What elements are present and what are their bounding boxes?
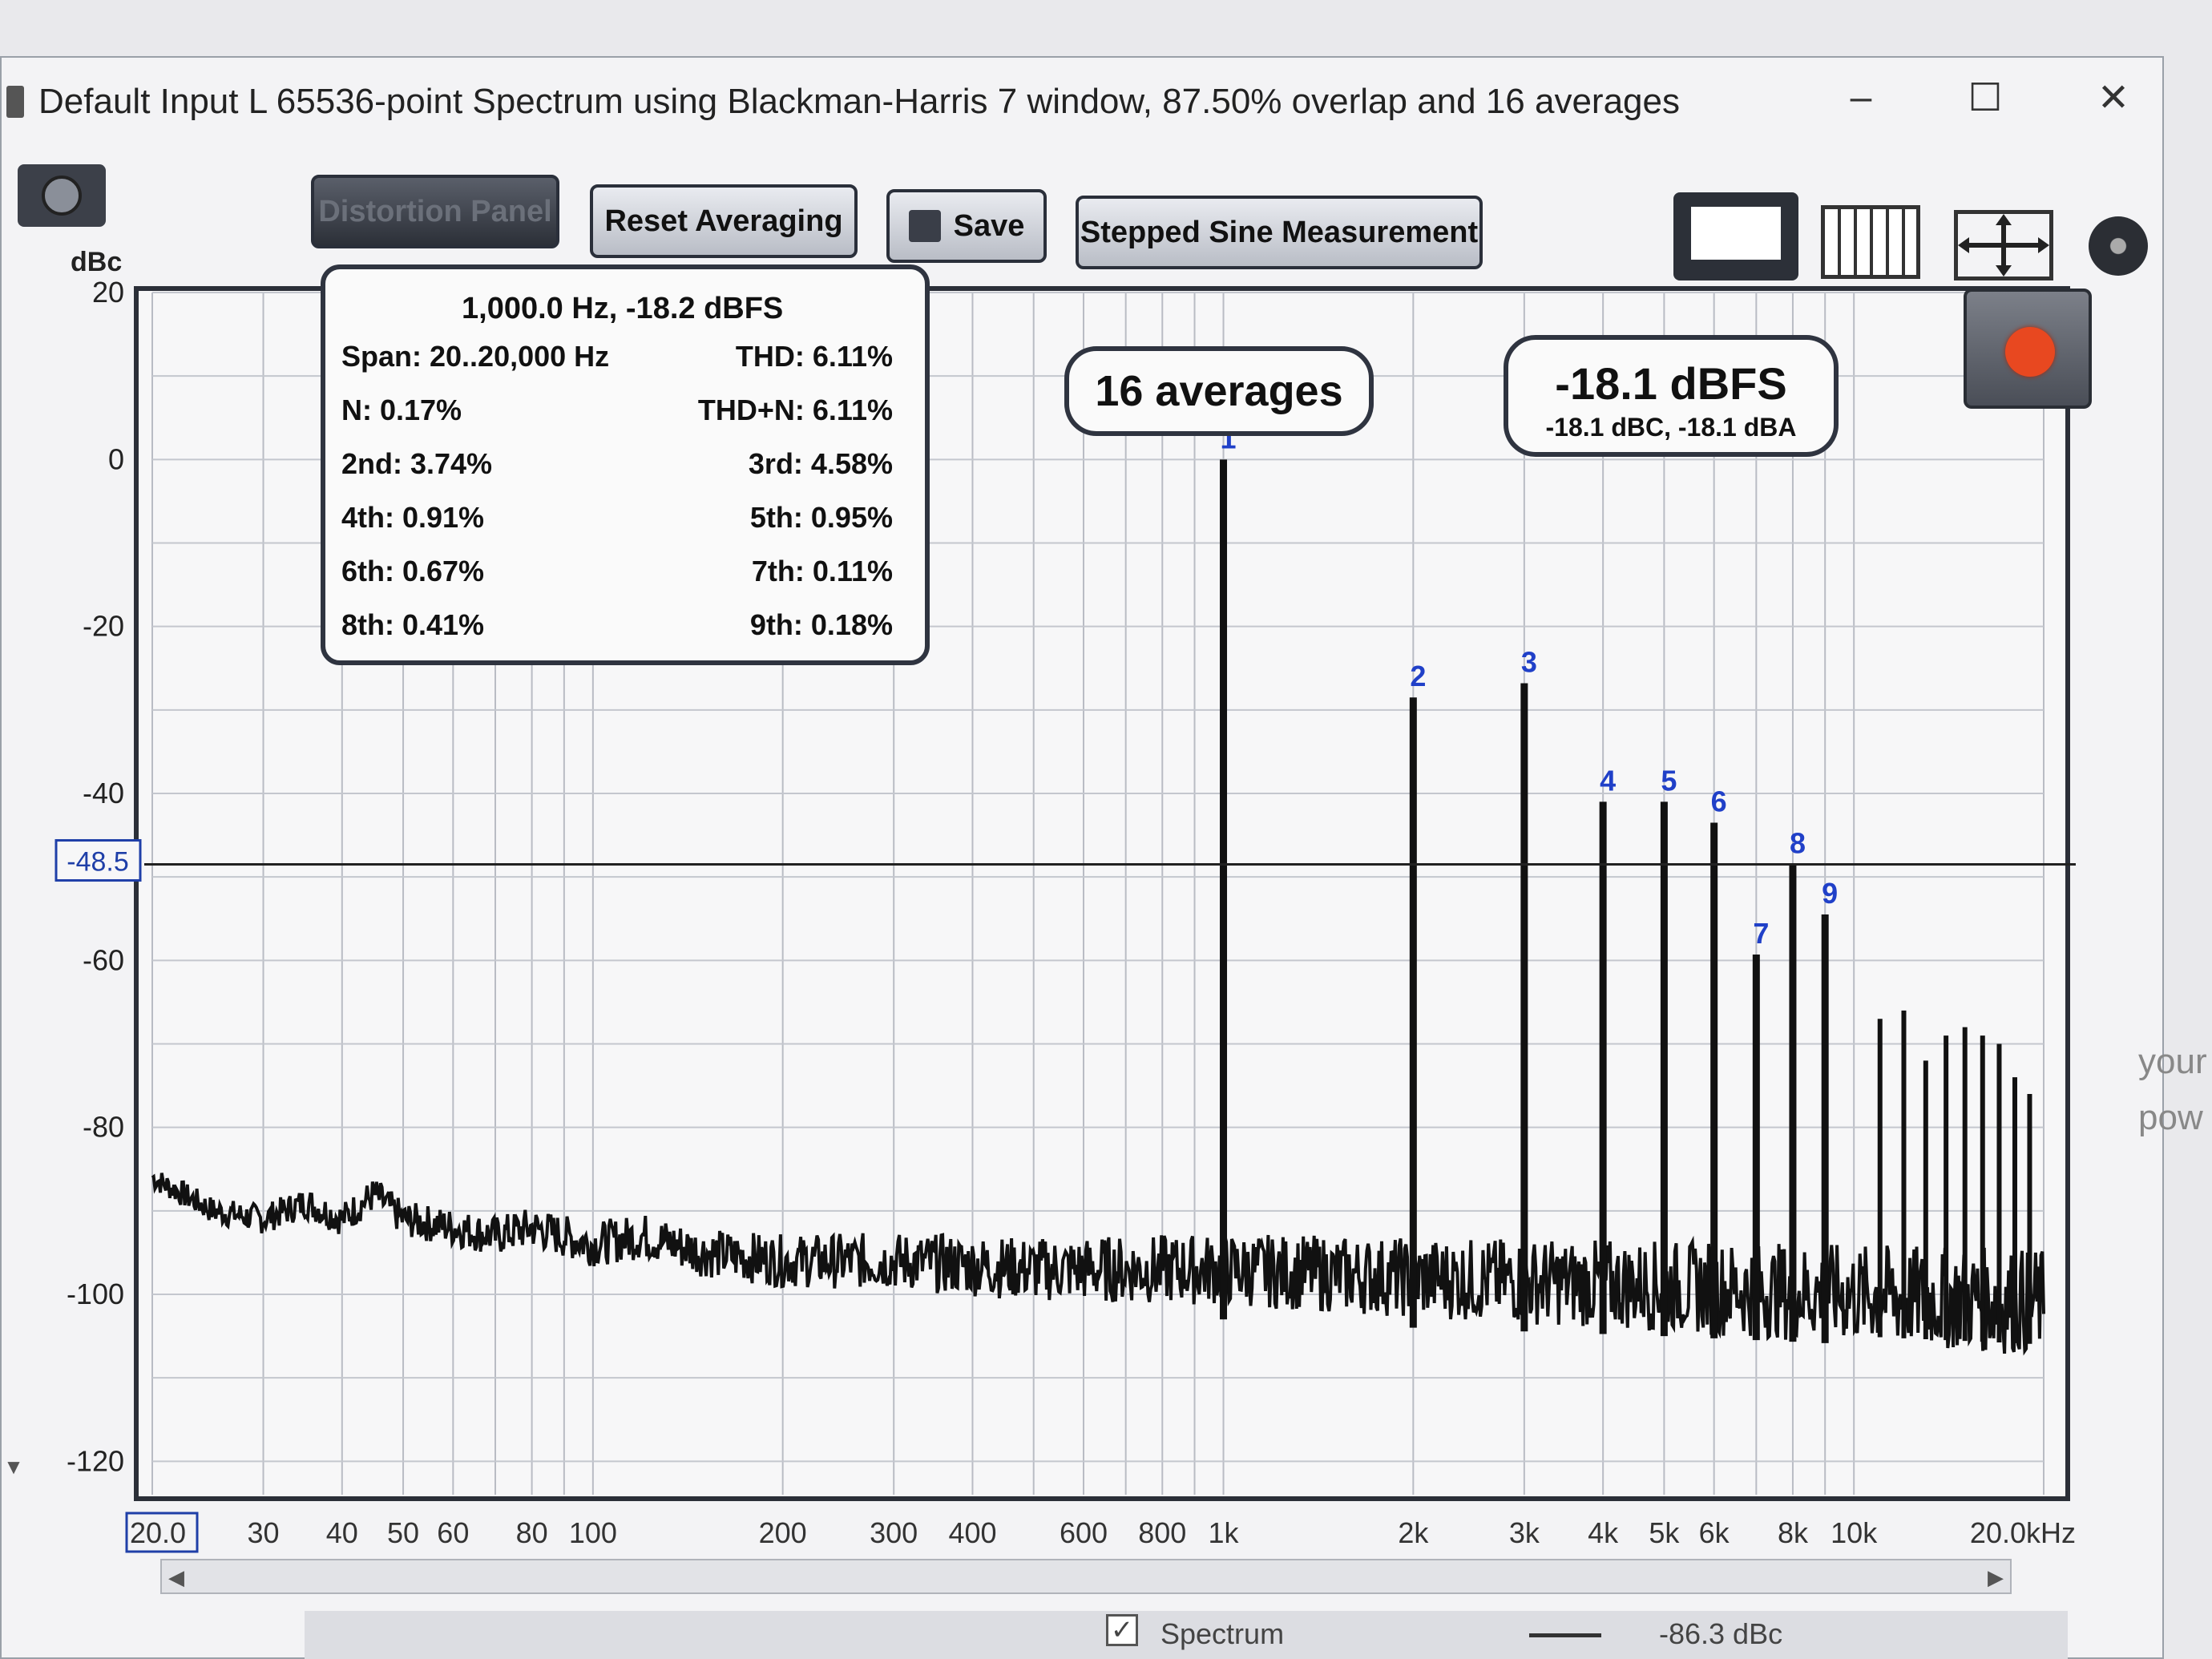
distortion-info-panel: 1,000.0 Hz, -18.2 dBFS Span: 20..20,000 …: [321, 264, 930, 665]
x-tick-label: 40: [326, 1516, 358, 1549]
x-tick-labels: 20.0 30 40 50 60 80 100 200 300 400 600 800 1k 2k 3k 4k…: [125, 1512, 2076, 1553]
scroll-right-icon[interactable]: ▶: [1988, 1565, 2004, 1589]
x-tick-label: 10k: [1831, 1516, 1878, 1549]
horizontal-scrollbar[interactable]: ◀ ▶: [160, 1559, 2012, 1594]
info-left-4: 6th: 0.67%: [341, 555, 485, 587]
record-icon: [2005, 327, 2055, 377]
expand-arrows-icon[interactable]: [1954, 210, 2053, 281]
harmonic-label-5: 5: [1661, 764, 1677, 797]
cursor-value-box: [54, 839, 142, 882]
spectrum-checkbox[interactable]: ✓: [1106, 1614, 1138, 1646]
spectrum-line-swatch: [1529, 1633, 1601, 1637]
distortion-panel-button[interactable]: Distortion Panel: [311, 175, 559, 248]
x-tick-label: 6k: [1699, 1516, 1730, 1549]
y-tick-label: 0: [108, 442, 124, 475]
x-min-box: [125, 1512, 199, 1553]
y-axis-label: dBc: [71, 247, 122, 277]
y-tick-labels: 20 0 -20 -40 -60 -80 -100 -120: [67, 276, 124, 1477]
graph-view-icon[interactable]: [1673, 192, 1798, 281]
close-button[interactable]: ✕: [2097, 77, 2130, 119]
harmonic-label-4: 4: [1600, 764, 1616, 797]
spectrum-label: Spectrum: [1160, 1617, 1285, 1650]
spectrum-value: -86.3 dBc: [1659, 1617, 1783, 1650]
info-left-2: 2nd: 3.74%: [341, 447, 493, 480]
x-tick-label: 100: [569, 1516, 617, 1549]
info-left-1: N: 0.17%: [341, 394, 462, 426]
minimize-button[interactable]: –: [1850, 76, 1872, 119]
camera-lens-icon: [42, 176, 82, 216]
save-icon: [908, 210, 941, 242]
x-tick-label: 60: [437, 1516, 469, 1549]
scroll-left-icon[interactable]: ◀: [168, 1565, 184, 1589]
title-bar: Default Input L 65536-point Spectrum usi…: [2, 58, 2162, 146]
y-tick-label: -120: [67, 1444, 124, 1477]
x-tick-label: 1k: [1209, 1516, 1240, 1549]
level-main: -18.1 dBFS: [1555, 358, 1787, 409]
x-tick-label: 5k: [1649, 1516, 1680, 1549]
settings-gear-icon[interactable]: [2089, 216, 2148, 276]
legend-bar: ✓ Spectrum -86.3 dBc: [305, 1611, 2068, 1659]
info-right-1: THD+N: 6.11%: [697, 394, 893, 426]
columns-icon[interactable]: [1821, 205, 1920, 279]
x-tick-label: 600: [1060, 1516, 1108, 1549]
y-tick-label: -20: [83, 610, 124, 643]
level-cursor[interactable]: -48.5: [54, 839, 2076, 882]
save-label: Save: [953, 208, 1025, 243]
y-tick-label: -60: [83, 943, 124, 976]
expand-arrows-glyph: [1958, 214, 2049, 276]
x-tick-label: 200: [759, 1516, 807, 1549]
noise-floor: [151, 1173, 2045, 1356]
background-text-1: your: [2138, 1042, 2207, 1081]
harmonic-label-3: 3: [1521, 646, 1537, 679]
x-tick-label: 2k: [1398, 1516, 1429, 1549]
info-right-5: 9th: 0.18%: [749, 608, 893, 641]
x-tick-label: 300: [870, 1516, 918, 1549]
info-right-3: 5th: 0.95%: [749, 501, 893, 534]
x-tick-label: 8k: [1778, 1516, 1809, 1549]
info-left-5: 8th: 0.41%: [341, 608, 485, 641]
stepped-sine-button[interactable]: Stepped Sine Measurement: [1076, 196, 1483, 269]
y-tick-label: -100: [67, 1278, 124, 1310]
info-header: 1,000.0 Hz, -18.2 dBFS: [462, 292, 784, 325]
harmonic-label-7: 7: [1753, 917, 1769, 950]
x-tick-label: 50: [387, 1516, 419, 1549]
window-title: Default Input L 65536-point Spectrum usi…: [38, 82, 1680, 121]
info-left-3: 4th: 0.91%: [341, 501, 485, 534]
x-tick-label: 400: [948, 1516, 996, 1549]
x-tick-label: 30: [248, 1516, 280, 1549]
cursor-value-label: -48.5: [67, 847, 129, 878]
info-left-0: Span: 20..20,000 Hz: [341, 340, 610, 373]
y-tick-label: -80: [83, 1111, 124, 1144]
info-right-4: 7th: 0.11%: [751, 555, 893, 587]
harmonic-label-6: 6: [1711, 785, 1727, 817]
background-text-2: pow: [2138, 1098, 2203, 1137]
camera-icon[interactable]: [18, 164, 106, 227]
scroll-down-icon[interactable]: ▼: [3, 1455, 24, 1479]
y-tick-label: -40: [83, 777, 124, 809]
y-tick-label: 20: [92, 276, 124, 309]
x-tick-label: 80: [516, 1516, 548, 1549]
graph-view-screen: [1691, 207, 1781, 260]
x-tick-label: 800: [1138, 1516, 1186, 1549]
maximize-button[interactable]: ☐: [1968, 77, 2003, 119]
app-icon: [6, 86, 24, 118]
info-right-0: THD: 6.11%: [735, 340, 893, 373]
info-right-2: 3rd: 4.58%: [748, 447, 893, 480]
x-tick-label: 20.0: [130, 1516, 186, 1549]
harmonic-label-9: 9: [1822, 877, 1838, 910]
harmonic-label-2: 2: [1410, 660, 1426, 692]
x-tick-label: 20.0kHz: [1970, 1516, 2076, 1549]
x-tick-label: 4k: [1588, 1516, 1619, 1549]
save-button[interactable]: Save: [886, 189, 1047, 263]
harmonic-label-8: 8: [1790, 827, 1806, 860]
level-badge: -18.1 dBFS -18.1 dBC, -18.1 dBA: [1504, 335, 1839, 457]
reset-averaging-button[interactable]: Reset Averaging: [590, 184, 858, 258]
x-tick-label: 3k: [1509, 1516, 1540, 1549]
noise-trace: [151, 1173, 2045, 1356]
averages-badge: 16 averages: [1064, 346, 1374, 436]
level-sub: -18.1 dBC, -18.1 dBA: [1545, 413, 1797, 442]
record-button[interactable]: [1964, 289, 2092, 409]
